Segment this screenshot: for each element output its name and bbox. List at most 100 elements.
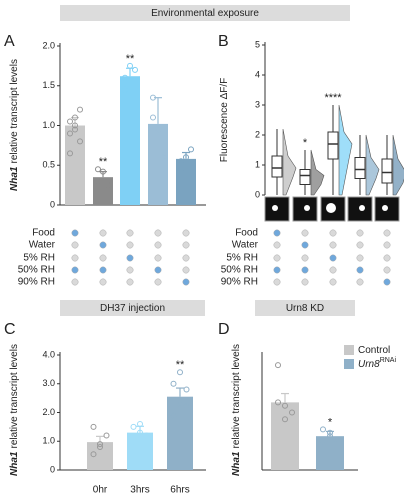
section-header: Environmental exposure xyxy=(151,8,259,19)
data-point xyxy=(143,432,150,439)
condition-dot xyxy=(99,241,107,249)
data-point xyxy=(289,409,295,416)
condition-dot xyxy=(273,241,281,249)
data-point xyxy=(178,158,184,165)
condition-label: 90% RH xyxy=(221,277,258,288)
condition-dot xyxy=(126,229,134,237)
data-point xyxy=(183,154,189,161)
y-tick-label: 1.5 xyxy=(42,80,55,90)
significance: ** xyxy=(126,53,135,65)
y-axis-label-text: relative transcript levels xyxy=(231,344,242,448)
legend-label: Control xyxy=(358,345,390,356)
condition-dot xyxy=(301,241,309,249)
y-tick-label: 4 xyxy=(255,69,260,79)
bar xyxy=(316,436,344,470)
box xyxy=(327,131,339,160)
condition-dot xyxy=(329,266,337,274)
y-tick-label: 1.0 xyxy=(42,120,55,130)
data-point xyxy=(170,412,177,419)
y-tick-label: 5 xyxy=(255,39,260,49)
condition-label: 90% RH xyxy=(18,277,55,288)
condition-dot xyxy=(301,254,309,262)
y-axis-label-text: relative transcript levels xyxy=(9,59,20,163)
data-point xyxy=(97,441,103,448)
condition-dot xyxy=(71,254,79,262)
data-point xyxy=(137,429,143,436)
y-axis-label: Fluorescence ΔF/F xyxy=(219,78,230,162)
data-point xyxy=(122,74,128,81)
condition-dot xyxy=(99,278,107,286)
condition-label: 5% RH xyxy=(23,253,55,264)
data-point xyxy=(67,150,73,157)
data-point xyxy=(275,362,281,369)
condition-dot xyxy=(71,278,79,286)
condition-dot xyxy=(273,254,281,262)
data-point xyxy=(105,182,111,189)
condition-dot xyxy=(126,254,134,262)
data-point xyxy=(67,130,73,137)
section-header-box xyxy=(60,5,350,21)
y-tick-label: 0 xyxy=(255,189,260,199)
legend-text: Urn8RNAi xyxy=(358,357,396,370)
condition-dot xyxy=(383,241,391,249)
condition-dot xyxy=(329,241,337,249)
data-point xyxy=(155,126,161,133)
box xyxy=(354,157,366,179)
violin xyxy=(392,134,404,196)
condition-dot xyxy=(329,278,337,286)
condition-dot xyxy=(356,266,364,274)
condition-dot xyxy=(126,266,134,274)
data-point xyxy=(188,146,194,153)
y-axis-label-text: relative transcript levels xyxy=(9,344,20,448)
y-tick-label: 0.5 xyxy=(42,160,55,170)
condition-dot xyxy=(273,229,281,237)
thumbnail-spot xyxy=(359,205,365,211)
significance: ** xyxy=(99,156,108,168)
condition-dot xyxy=(383,254,391,262)
y-tick-label: 0 xyxy=(50,464,55,474)
data-point xyxy=(282,402,288,409)
box xyxy=(271,155,283,178)
y-tick-label: 4.0 xyxy=(42,349,55,359)
data-point xyxy=(334,436,340,443)
condition-label: 5% RH xyxy=(226,253,258,264)
condition-dot xyxy=(71,229,79,237)
condition-dot xyxy=(356,278,364,286)
condition-label: 50% RH xyxy=(221,265,258,276)
data-point xyxy=(327,433,333,440)
data-point xyxy=(90,451,97,458)
data-point xyxy=(177,369,183,376)
data-point xyxy=(150,114,156,121)
condition-dot xyxy=(273,266,281,274)
condition-dot xyxy=(301,229,309,237)
data-point xyxy=(97,444,103,450)
data-point xyxy=(183,386,190,393)
condition-label: Water xyxy=(29,240,56,251)
condition-dot xyxy=(356,254,364,262)
data-point xyxy=(100,168,106,175)
y-tick-label: 2 xyxy=(255,129,260,139)
thumbnail-spot xyxy=(304,205,310,211)
box xyxy=(299,169,311,185)
condition-label: Food xyxy=(32,228,55,239)
condition-dot xyxy=(182,278,190,286)
significance: ** xyxy=(176,359,185,371)
data-point xyxy=(178,166,184,173)
data-point xyxy=(72,114,78,121)
data-point xyxy=(77,106,83,113)
bar xyxy=(120,76,140,206)
data-point xyxy=(122,86,128,93)
condition-dot xyxy=(329,254,337,262)
y-axis-label: Nha1 relative transcript levels xyxy=(9,59,20,191)
data-point xyxy=(67,118,73,125)
y-tick-label: 1.0 xyxy=(42,436,55,446)
section-header: Urn8 KD xyxy=(286,303,324,314)
condition-dot xyxy=(273,278,281,286)
condition-dot xyxy=(71,241,79,249)
y-tick-label: 3 xyxy=(255,99,260,109)
legend-label: Urn8 xyxy=(358,359,380,370)
y-tick-label: 2.0 xyxy=(42,407,55,417)
data-point xyxy=(77,138,83,145)
condition-dot xyxy=(126,278,134,286)
